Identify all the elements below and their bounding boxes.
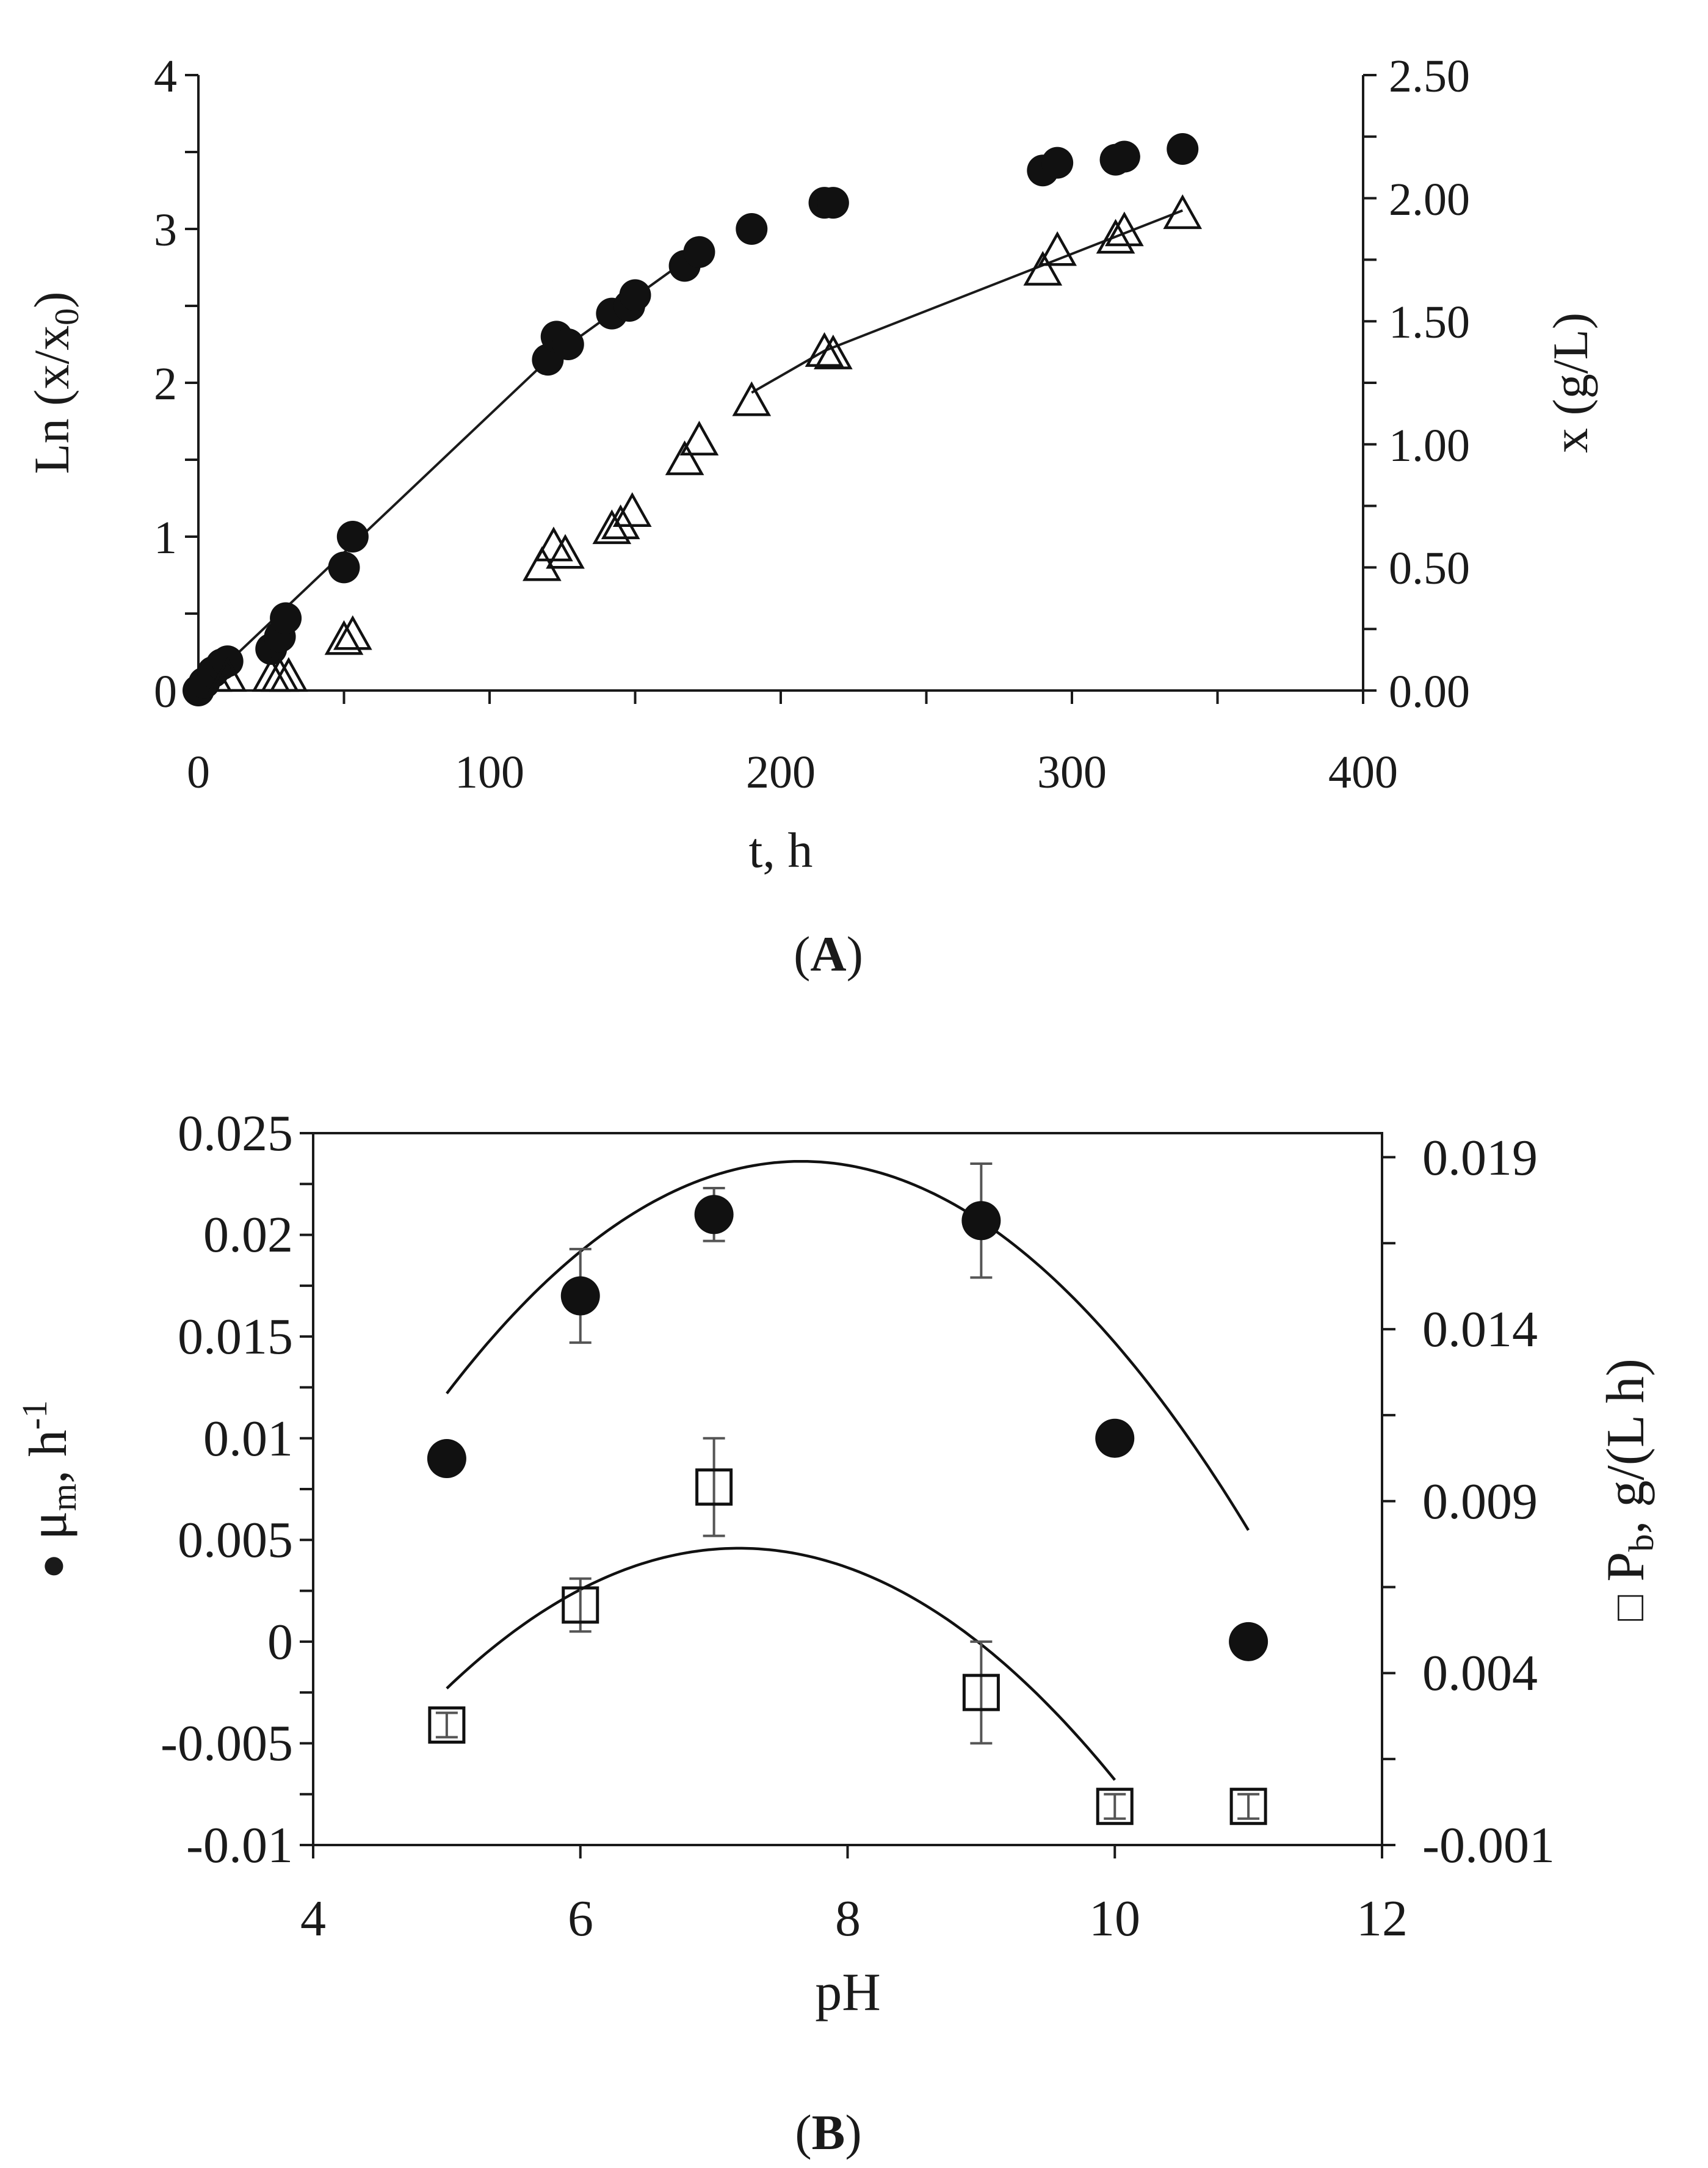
- panel-b-left-tick-label: 0.025: [178, 1105, 293, 1162]
- panel-b-x-tick-labels: 4 6 8 10 12: [300, 1890, 1408, 1947]
- panel-a-right-tick-label: 1.50: [1389, 297, 1470, 348]
- panel-b-left-tick-label: -0.005: [161, 1715, 293, 1772]
- panel-b-right-tick-labels: -0.001 0.004 0.009 0.014 0.019: [1422, 1129, 1555, 1874]
- panel-a-x-tick-label: 0: [187, 747, 210, 798]
- panel-b-right-tick-label: 0.009: [1422, 1473, 1538, 1530]
- panel-a-circle-point: [736, 213, 768, 245]
- panel-b-circle-point: [427, 1439, 466, 1479]
- panel-a-triangle-point: [1038, 231, 1077, 266]
- panel-a-circle-point: [817, 187, 849, 219]
- panel-b-fit-curve-pb: [446, 1546, 1116, 1781]
- panel-b-left-tick-label: -0.01: [186, 1817, 293, 1874]
- panel-b-left-tick-label: 0.005: [178, 1512, 293, 1568]
- panel-b-square-point: [695, 1468, 733, 1506]
- panel-b-left-tick-labels: -0.01 -0.005 0 0.005 0.01 0.015 0.02 0.0…: [161, 1105, 293, 1874]
- panel-a-right-axis-title: x (g/L): [1543, 313, 1598, 453]
- panel-a-x-tick-label: 200: [746, 747, 816, 798]
- panel-b-ticks: [300, 1132, 1395, 1858]
- panel-a-x-tick-labels: 0 100 200 300 400: [187, 747, 1398, 798]
- panel-b-caption: (B): [795, 2105, 861, 2160]
- panel-a-circle-point: [336, 521, 369, 553]
- panel-a-left-axis-title: Ln (x/x0): [24, 292, 86, 474]
- panel-a-left-tick-label: 1: [154, 512, 177, 564]
- panel-b-right-tick-label: 0.014: [1422, 1301, 1538, 1358]
- panel-b-x-tick-label: 8: [835, 1890, 861, 1947]
- panel-a-circle-point: [683, 236, 715, 268]
- panel-a-left-tick-labels: 0 1 2 3 4: [154, 51, 177, 717]
- panel-b-circle-point: [1229, 1622, 1268, 1661]
- panel-b-square-point: [562, 1586, 599, 1624]
- panel-a-triangle-point: [546, 534, 585, 569]
- panel-a-triangle-point: [208, 657, 247, 692]
- panel-a-x-tick-label: 400: [1328, 747, 1398, 798]
- panel-a-triangle-point: [612, 492, 652, 527]
- panel-b-circle-point: [694, 1195, 734, 1234]
- panel-a-triangle-point: [1023, 250, 1063, 286]
- panel-b-x-tick-label: 10: [1089, 1890, 1140, 1947]
- panel-b-circle-point: [961, 1201, 1001, 1241]
- panel-a-right-tick-label: 1.00: [1389, 420, 1470, 471]
- panel-a-left-tick-label: 3: [154, 205, 177, 256]
- panel-b-x-tick-label: 4: [300, 1890, 326, 1947]
- panel-a-right-tick-labels: 0.00 0.50 1.00 1.50 2.00 2.50: [1389, 51, 1470, 717]
- panel-a-caption: (A): [794, 926, 863, 982]
- panel-a-circle-point: [1108, 140, 1140, 173]
- panel-a-circle-point: [270, 602, 302, 634]
- panel-a-triangle-point: [732, 381, 772, 416]
- panel-a-triangle-point: [679, 421, 719, 456]
- panel-b-left-tick-label: 0: [267, 1614, 293, 1670]
- panel-a-right-tick-label: 2.50: [1389, 51, 1470, 102]
- panel-b-circle-point: [560, 1276, 600, 1316]
- panel-b-x-axis-title: pH: [815, 1963, 881, 2022]
- panel-a-x-tick-label: 300: [1037, 747, 1107, 798]
- panel-a-left-tick-label: 2: [154, 358, 177, 410]
- panel-b-left-axis-title: ●μm, h-1: [15, 1401, 84, 1579]
- panel-b-x-tick-label: 12: [1356, 1890, 1408, 1947]
- panel-a-left-tick-label: 0: [154, 666, 177, 717]
- panel-a-triangle-point: [601, 504, 640, 540]
- panel-a-circle-point: [1041, 147, 1074, 179]
- panel-b-square-point: [1096, 1788, 1134, 1825]
- panel-b-right-axis-title: □Pb, g/(L h): [1596, 1358, 1661, 1621]
- panel-a-triangle-point: [665, 440, 704, 476]
- panel-a-triangle-point: [324, 620, 364, 655]
- panel-a-triangle-point: [814, 335, 853, 369]
- panel-b-chart: 4 6 8 10 12 -0.01 -0.005 0 0.005 0.01 0.…: [15, 1105, 1661, 2160]
- panel-a-circle-point: [552, 328, 584, 360]
- panel-a-triangle-point: [1105, 211, 1144, 247]
- panel-a-circle-point: [328, 551, 360, 584]
- panel-a-triangle-point: [592, 509, 632, 545]
- panel-a-x-axis-title: t, h: [749, 822, 813, 878]
- panel-b-left-tick-label: 0.02: [203, 1206, 293, 1263]
- panel-a-chart: 0 100 200 300 400 0 1 2 3 4 0.00 0.50 1.…: [24, 51, 1598, 982]
- panel-b-square-point: [428, 1706, 466, 1744]
- panel-a-circle-point: [619, 279, 651, 311]
- panel-a-triangle-point: [1096, 219, 1135, 254]
- panel-b-left-tick-label: 0.01: [203, 1410, 293, 1467]
- panel-a-triangle-point: [333, 615, 372, 650]
- panel-a-ticks: [185, 74, 1377, 704]
- panel-b-right-tick-label: 0.019: [1422, 1129, 1538, 1186]
- panel-b-right-tick-label: 0.004: [1422, 1645, 1538, 1702]
- panel-a-data-points: [183, 132, 1203, 706]
- panel-a-right-tick-label: 2.00: [1389, 174, 1470, 225]
- panel-b-right-tick-label: -0.001: [1422, 1817, 1555, 1874]
- panel-b-square-point: [1229, 1788, 1267, 1825]
- panel-a-circle-point: [1167, 132, 1199, 165]
- panel-a-x-tick-label: 100: [455, 747, 524, 798]
- panel-b-x-tick-label: 6: [568, 1890, 593, 1947]
- panel-a-right-tick-label: 0.00: [1389, 666, 1470, 717]
- panel-a-triangle-point: [269, 657, 308, 692]
- panel-b-circle-point: [1095, 1418, 1135, 1458]
- panel-b-data-points: [427, 1162, 1268, 1825]
- panel-a-triangle-point: [805, 332, 844, 367]
- panel-b-square-point: [962, 1673, 1000, 1711]
- panel-a-right-tick-label: 0.50: [1389, 543, 1470, 594]
- panel-a-left-tick-label: 4: [154, 51, 177, 102]
- panel-a-triangle-point: [1163, 194, 1203, 230]
- panel-b-left-tick-label: 0.015: [178, 1308, 293, 1365]
